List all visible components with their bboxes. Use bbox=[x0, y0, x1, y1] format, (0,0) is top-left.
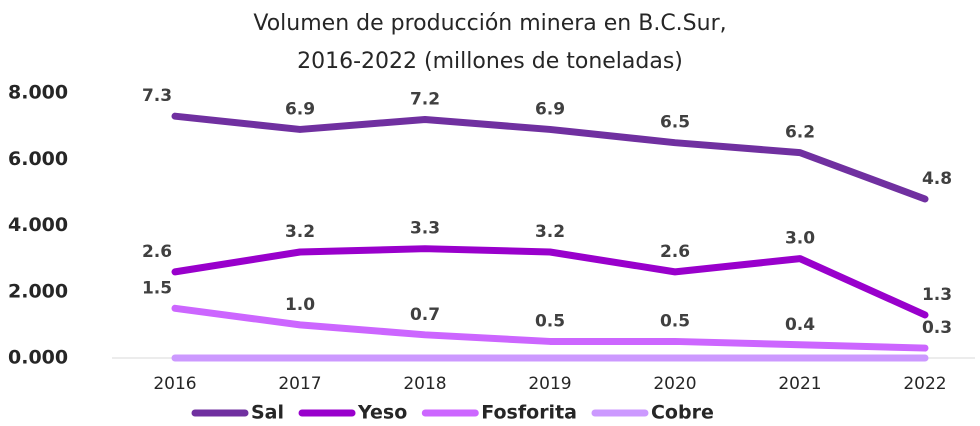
data-label: 0.7 bbox=[410, 305, 440, 325]
data-label: 0.3 bbox=[922, 318, 952, 338]
x-tick-label: 2019 bbox=[528, 374, 571, 394]
data-label: 2.6 bbox=[660, 242, 690, 262]
series-line bbox=[171, 112, 929, 203]
data-label: 3.2 bbox=[285, 222, 315, 242]
x-tick-label: 2020 bbox=[653, 374, 696, 394]
y-tick-label: 2.000 bbox=[8, 280, 68, 302]
data-label: 7.3 bbox=[142, 86, 172, 106]
x-tick-label: 2018 bbox=[403, 374, 446, 394]
data-label: 6.9 bbox=[535, 99, 565, 119]
y-tick-label: 0.000 bbox=[8, 347, 68, 369]
legend-label: Cobre bbox=[651, 402, 714, 424]
series-line bbox=[171, 245, 929, 319]
data-label: 7.2 bbox=[410, 90, 440, 110]
chart-subtitle: 2016-2022 (millones de toneladas) bbox=[297, 49, 683, 74]
legend-label: Fosforita bbox=[481, 402, 577, 424]
data-label: 0.4 bbox=[785, 315, 815, 335]
x-tick-label: 2022 bbox=[903, 374, 946, 394]
data-label: 4.8 bbox=[922, 169, 952, 189]
data-label: 3.3 bbox=[410, 219, 440, 239]
data-label: 0.5 bbox=[660, 311, 690, 331]
chart-title: Volumen de producción minera en B.C.Sur, bbox=[253, 11, 726, 36]
legend-label: Yeso bbox=[357, 402, 407, 424]
data-label: 0.5 bbox=[535, 311, 565, 331]
data-label: 1.5 bbox=[142, 278, 172, 298]
data-label: 6.9 bbox=[285, 99, 315, 119]
data-label: 6.5 bbox=[660, 113, 690, 133]
y-tick-label: 4.000 bbox=[8, 214, 68, 236]
y-tick-label: 6.000 bbox=[8, 148, 68, 170]
data-label: 3.2 bbox=[535, 222, 565, 242]
legend-label: Sal bbox=[251, 402, 284, 424]
x-tick-label: 2016 bbox=[153, 374, 196, 394]
data-label: 3.0 bbox=[785, 229, 815, 249]
x-tick-label: 2017 bbox=[278, 374, 321, 394]
x-tick-label: 2021 bbox=[778, 374, 821, 394]
data-label: 2.6 bbox=[142, 242, 172, 262]
series-line bbox=[171, 304, 929, 352]
data-label: 1.0 bbox=[285, 295, 315, 315]
data-label: 1.3 bbox=[922, 285, 952, 305]
y-tick-label: 8.000 bbox=[8, 82, 68, 104]
data-label: 6.2 bbox=[785, 123, 815, 143]
